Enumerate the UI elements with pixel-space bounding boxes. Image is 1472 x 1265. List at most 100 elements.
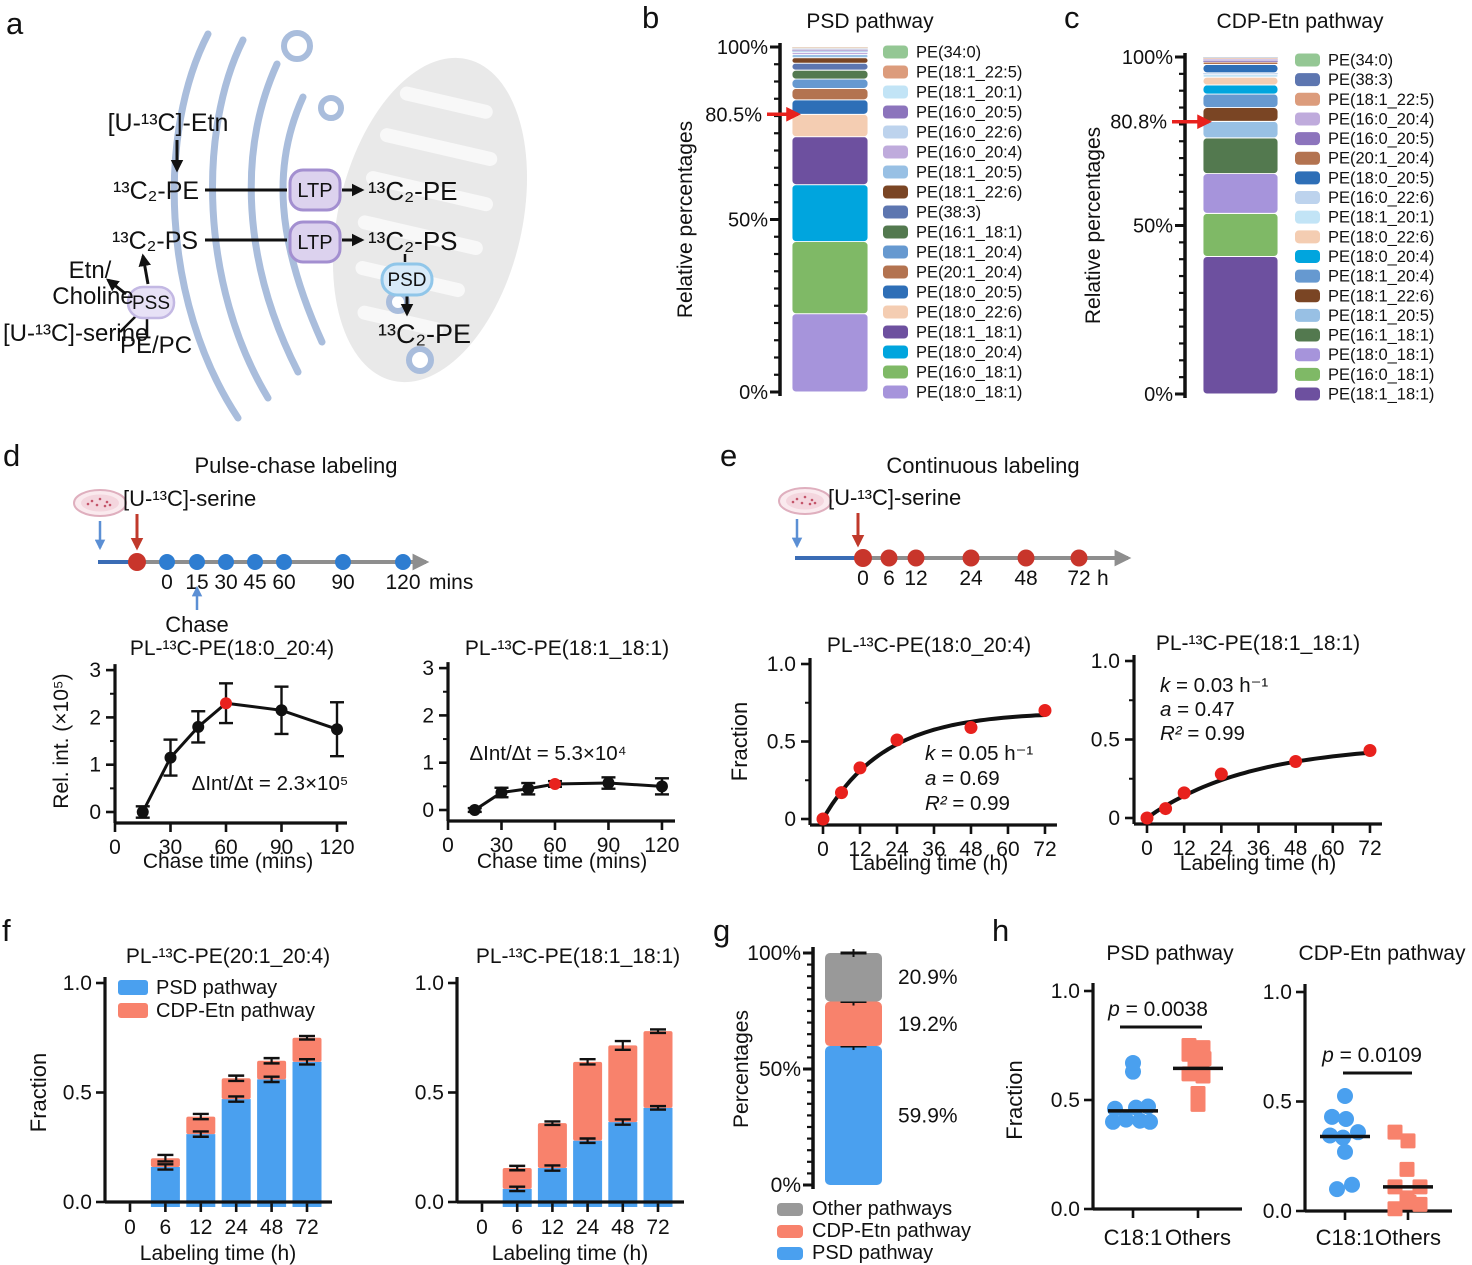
x-axis-label: Labeling time (h) (140, 1242, 296, 1265)
y-tick-label: 0% (739, 382, 768, 404)
x-axis-label: Labeling time (h) (492, 1242, 648, 1265)
chart-title: PL-¹³C-PE(20:1_20:4) (126, 945, 330, 968)
x-tick-label: 0 (476, 1216, 488, 1239)
rate-annotation: ΔInt/Δt = 2.3×10⁵ (192, 772, 349, 795)
data-point (1289, 754, 1303, 768)
p-value-label: p = 0.0038 (1107, 998, 1208, 1021)
x-tick-label: 24 (225, 1216, 249, 1239)
fit-annotation: a = 0.69 (925, 767, 1000, 790)
legend-label: CDP-Etn pathway (156, 1000, 315, 1022)
x-tick-label: 36 (1247, 837, 1270, 860)
rate-annotation: ΔInt/Δt = 5.3×10⁴ (469, 742, 626, 765)
x-tick-label: 6 (511, 1216, 523, 1239)
y-tick-label: 0.0 (1051, 1198, 1080, 1221)
legend-label: PE(18:0_22:6) (1328, 228, 1434, 246)
y-tick-label: 0.0 (415, 1191, 444, 1214)
y-tick-label: 0% (1144, 384, 1173, 406)
legend-label: PE(18:1_22:5) (1328, 91, 1434, 109)
label-13c2-pe-er: ¹³C₂-PE (113, 177, 199, 205)
y-tick-label: 1.0 (1051, 980, 1080, 1003)
data-point (275, 704, 288, 717)
ltp-box-label: LTP (297, 232, 332, 254)
legend-label: PE(18:1_20:4) (1328, 268, 1434, 286)
chart-title: PL-¹³C-PE(18:1_18:1) (476, 945, 680, 968)
data-point (1363, 743, 1377, 757)
label-13c2-pe-mito: ¹³C₂-PE (368, 176, 458, 206)
data-point (1337, 1088, 1353, 1105)
timeline-tick-label: 12 (904, 567, 927, 590)
legend-label: PE(16:0_20:4) (916, 144, 1022, 162)
x-axis-label: Labeling time (h) (852, 852, 1008, 875)
data-point (331, 723, 343, 736)
x-tick-label: 0 (124, 1216, 136, 1239)
schematic-title: Continuous labeling (886, 453, 1079, 478)
legend-label: PE(18:1_22:6) (916, 184, 1022, 202)
timeline-dot (335, 554, 351, 570)
timeline-dot (395, 554, 411, 570)
y-tick-label: 1 (422, 752, 434, 775)
y-tick-label: 50% (728, 210, 768, 232)
x-tick-label: 48 (1284, 837, 1307, 860)
panel-b-chart: 0% 50% 100% 80.5% PSD pathway Relative percen… (674, 10, 1022, 404)
x-tick-label: 24 (576, 1216, 600, 1239)
legend-label: PE(18:0_22:6) (916, 304, 1022, 322)
x-tick-label: 72 (295, 1216, 318, 1239)
legend-label: PE(18:0_18:1) (916, 384, 1022, 402)
legend-label: PSD pathway (156, 977, 277, 999)
data-point (1107, 1100, 1123, 1117)
panel-g-chart: 0% 50% 100% 59.9% 19.2% 20.9% Percentages Other… (730, 942, 971, 1264)
panel-f2-plot: 0.0 0.5 1.0 0 6 12 24 48 72 Labeling time (h) PL-¹… (415, 945, 684, 1265)
label-u13c-etn: [U-¹³C]-Etn (108, 109, 229, 137)
pss-box-label: PSS (132, 293, 170, 314)
er-shape (170, 30, 434, 422)
y-tick-label: 0.0 (63, 1191, 92, 1214)
panel-h2-plot: 0.0 0.5 1.0 C18:1 Others p = 0.0109 CDP-Etn pa… (1263, 942, 1466, 1250)
legend-label: PE(18:1_18:1) (916, 324, 1022, 342)
x-tick-label: 12 (848, 838, 871, 861)
y-tick-label: 100% (747, 942, 801, 965)
data-point (1177, 786, 1191, 800)
x-tick-label: 120 (644, 834, 679, 857)
data-point (1159, 802, 1173, 816)
legend-label: PE(18:0_18:1) (1328, 346, 1434, 364)
chart-title: PL-¹³C-PE(18:0_20:4) (827, 634, 1031, 657)
legend-label: PE(16:0_18:1) (1328, 366, 1434, 384)
panel-label-g: g (713, 913, 731, 948)
legend-label: PE(18:0_20:5) (1328, 169, 1434, 187)
data-point (164, 751, 177, 764)
data-point (890, 733, 904, 747)
y-tick-label: 1 (89, 754, 101, 777)
percentage-label: 20.9% (898, 966, 958, 989)
x-tick-label: 30 (159, 836, 182, 859)
y-tick-label: 0% (771, 1174, 801, 1197)
marker-percentage-label: 80.5% (705, 104, 762, 126)
chart-title: CDP-Etn pathway (1299, 942, 1466, 965)
x-tick-label: 90 (270, 836, 293, 859)
x-tick-label: 60 (996, 838, 1019, 861)
y-tick-label: 0.0 (1263, 1200, 1292, 1223)
data-point (192, 720, 205, 733)
legend-label: PE(18:1_22:6) (1328, 287, 1434, 305)
x-tick-label: 72 (646, 1216, 669, 1239)
y-tick-label: 0.5 (63, 1082, 92, 1105)
timeline-dot (880, 549, 898, 567)
fit-annotation: R² = 0.99 (925, 792, 1010, 815)
x-tick-label: 48 (260, 1216, 283, 1239)
data-point (1140, 811, 1154, 825)
y-axis-label: Rel. int. (×10⁵) (50, 673, 73, 808)
legend-label: PE(16:1_18:1) (1328, 327, 1434, 345)
data-point (834, 786, 848, 800)
y-tick-label: 0.5 (415, 1082, 444, 1105)
x-axis-label: Labeling time (h) (1180, 852, 1336, 875)
chart-title: PSD pathway (1106, 942, 1234, 965)
timeline-tick-label: 72 (1067, 567, 1090, 590)
panel-label-c: c (1064, 0, 1080, 35)
legend-label: PSD pathway (812, 1242, 933, 1264)
timeline-tick-label: 6 (883, 567, 895, 590)
legend-label: PE(18:1_20:1) (1328, 209, 1434, 227)
y-axis-label: Relative percentages (1082, 127, 1105, 324)
timeline-start-dot (128, 553, 146, 571)
timeline-dot (1017, 549, 1035, 567)
